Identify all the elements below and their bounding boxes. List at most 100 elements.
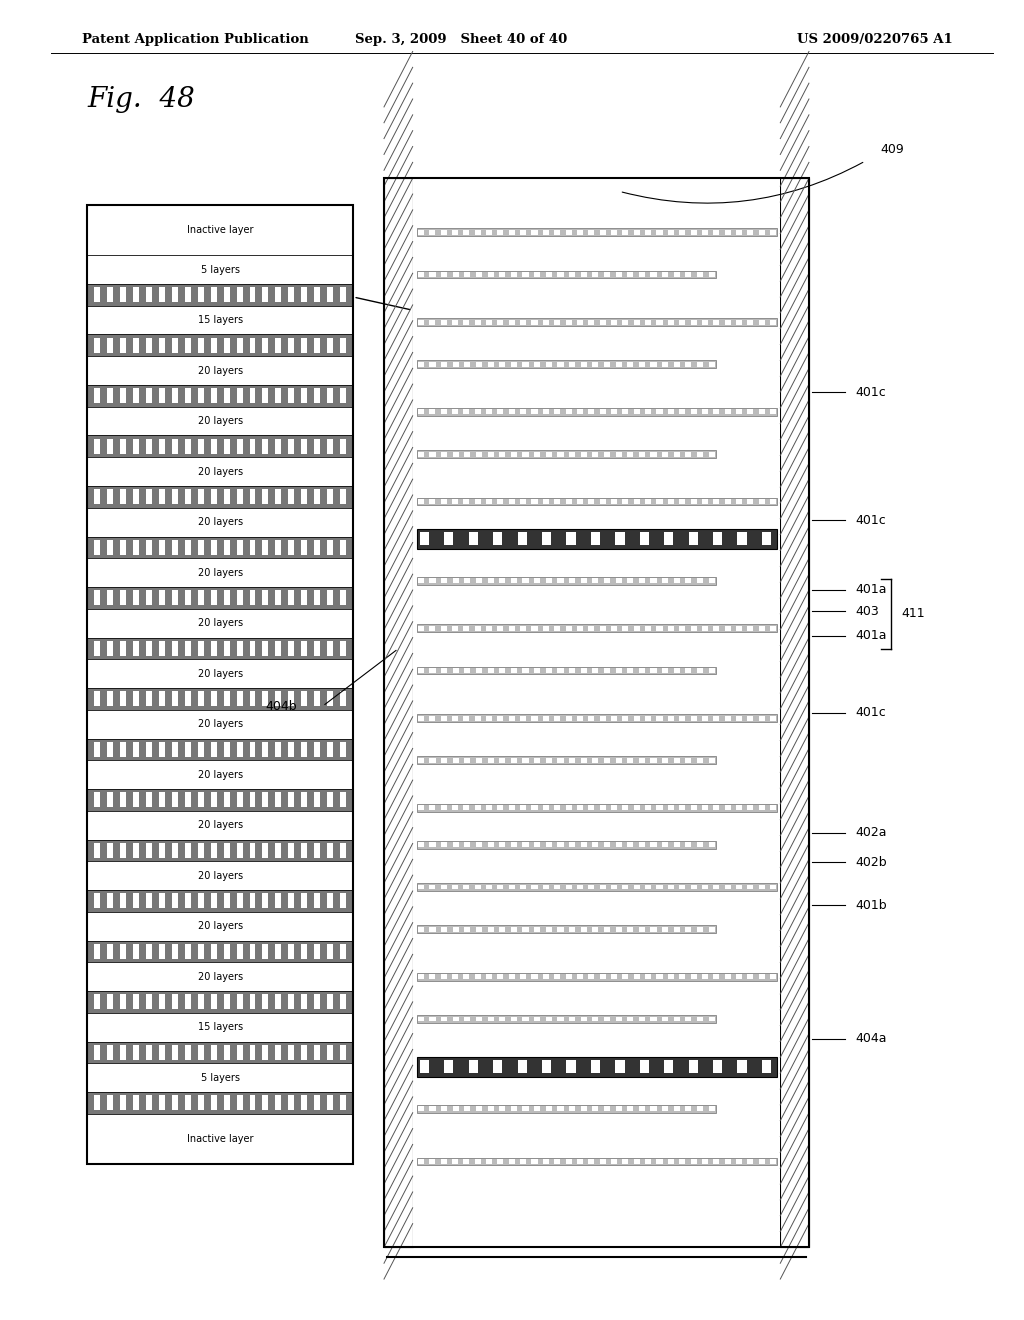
Bar (262, 1096, 268, 1110)
Bar (476, 362, 482, 367)
Bar (172, 540, 178, 554)
Bar (650, 272, 656, 277)
Bar (184, 288, 190, 302)
Bar (301, 590, 307, 606)
Bar (159, 894, 165, 908)
Bar (656, 805, 663, 810)
Bar (581, 362, 587, 367)
Bar (440, 319, 446, 325)
Bar (554, 409, 560, 414)
Bar (146, 692, 152, 706)
Bar (627, 1106, 633, 1111)
Bar (469, 1060, 478, 1073)
Bar (172, 692, 178, 706)
Bar (87, 334, 353, 356)
Bar (476, 927, 482, 932)
Bar (172, 994, 178, 1010)
Bar (417, 1105, 716, 1113)
Bar (656, 499, 663, 504)
Bar (441, 668, 447, 673)
Bar (262, 994, 268, 1010)
Bar (440, 974, 446, 979)
Bar (453, 1106, 459, 1111)
Bar (444, 532, 454, 545)
Bar (441, 927, 447, 932)
Bar (275, 388, 282, 404)
Bar (452, 884, 458, 890)
Bar (656, 626, 663, 631)
Bar (486, 715, 493, 721)
Bar (656, 884, 663, 890)
Bar (87, 284, 353, 306)
Bar (650, 758, 656, 763)
Bar (418, 319, 424, 325)
Bar (486, 626, 493, 631)
Bar (172, 792, 178, 808)
Bar (737, 532, 746, 545)
Bar (600, 974, 606, 979)
Bar (441, 842, 447, 847)
Bar (452, 1159, 458, 1164)
Bar (494, 1060, 503, 1073)
Bar (146, 742, 152, 756)
Bar (500, 451, 506, 457)
Bar (725, 884, 731, 890)
Bar (535, 668, 541, 673)
Bar (120, 1096, 126, 1110)
Bar (522, 758, 528, 763)
Bar (159, 540, 165, 554)
Bar (557, 758, 563, 763)
Bar (690, 409, 696, 414)
Bar (172, 1045, 178, 1060)
Bar (262, 590, 268, 606)
Text: 20 layers: 20 layers (198, 820, 243, 830)
Bar (645, 715, 651, 721)
Bar (592, 1016, 598, 1022)
Text: 403: 403 (855, 605, 879, 618)
Bar (557, 927, 563, 932)
Bar (486, 974, 493, 979)
Bar (701, 409, 708, 414)
Bar (511, 578, 517, 583)
Bar (520, 499, 526, 504)
Bar (627, 1016, 633, 1022)
Bar (237, 388, 243, 404)
Bar (639, 1016, 645, 1022)
Bar (604, 578, 610, 583)
Bar (463, 715, 469, 721)
Bar (520, 230, 526, 235)
Bar (748, 974, 754, 979)
Bar (511, 272, 517, 277)
Bar (444, 1060, 454, 1073)
Bar (566, 1060, 575, 1073)
Bar (464, 272, 470, 277)
Bar (211, 742, 217, 756)
Bar (237, 338, 243, 352)
Bar (417, 973, 777, 981)
Bar (701, 319, 708, 325)
Bar (198, 944, 204, 958)
Bar (600, 499, 606, 504)
Bar (592, 1106, 598, 1111)
Bar (417, 756, 716, 764)
Bar (429, 758, 435, 763)
Bar (697, 451, 703, 457)
Bar (87, 356, 353, 385)
Bar (588, 715, 594, 721)
Bar (211, 590, 217, 606)
Bar (275, 1096, 282, 1110)
Bar (184, 640, 190, 656)
Bar (429, 1106, 435, 1111)
Bar (701, 715, 708, 721)
Bar (679, 1159, 685, 1164)
Bar (522, 927, 528, 932)
Bar (762, 1060, 771, 1073)
Bar (509, 319, 515, 325)
Bar (577, 626, 583, 631)
Bar (634, 715, 640, 721)
Bar (725, 626, 731, 631)
Bar (736, 409, 742, 414)
Bar (301, 842, 307, 858)
Bar (87, 710, 353, 738)
Bar (663, 758, 669, 763)
